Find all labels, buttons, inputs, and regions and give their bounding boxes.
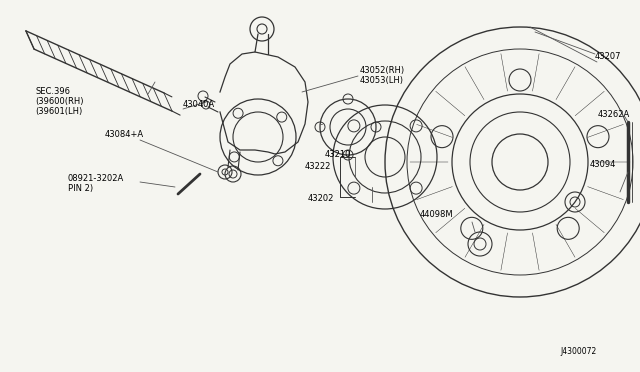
Text: 43084+A: 43084+A (105, 130, 144, 139)
Text: 43040A: 43040A (183, 100, 215, 109)
Text: (39600(RH): (39600(RH) (35, 97, 83, 106)
Text: PIN 2): PIN 2) (68, 184, 93, 193)
Text: 08921-3202A: 08921-3202A (68, 174, 124, 183)
Text: 43053(LH): 43053(LH) (360, 76, 404, 85)
Text: 43210: 43210 (325, 150, 351, 159)
Text: 44098M: 44098M (420, 210, 454, 219)
Text: (39601(LH): (39601(LH) (35, 107, 83, 116)
Text: SEC.396: SEC.396 (35, 87, 70, 96)
Text: 43262A: 43262A (598, 110, 630, 119)
Text: 43052(RH): 43052(RH) (360, 66, 405, 75)
Text: 43202: 43202 (308, 194, 334, 203)
Text: 43094: 43094 (590, 160, 616, 169)
Text: 43207: 43207 (595, 52, 621, 61)
Text: 43222: 43222 (305, 162, 332, 171)
Text: J4300072: J4300072 (560, 347, 596, 356)
